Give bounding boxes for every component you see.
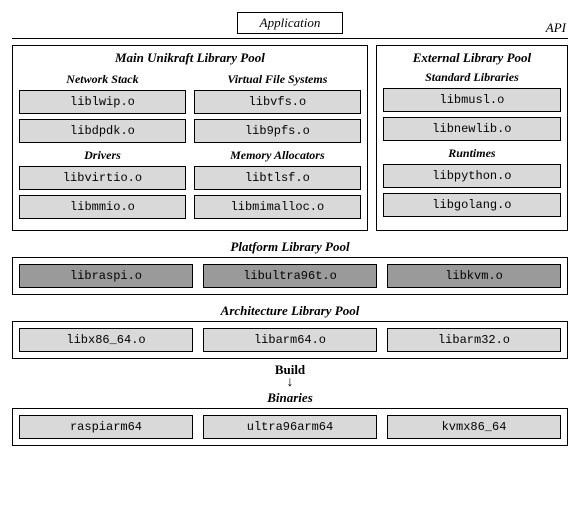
main-pool-title: Main Unikraft Library Pool <box>19 50 361 66</box>
library-item: lib9pfs.o <box>194 119 361 143</box>
library-item: libultra96t.o <box>203 264 377 288</box>
library-item: libx86_64.o <box>19 328 193 352</box>
binaries-title: Binaries <box>12 390 568 406</box>
library-item: libpython.o <box>383 164 561 188</box>
library-item: libraspi.o <box>19 264 193 288</box>
binary-item: raspiarm64 <box>19 415 193 439</box>
library-item: libvfs.o <box>194 90 361 114</box>
platform-pool-section: Platform Library Pool libraspi.o libultr… <box>12 239 568 295</box>
library-item: libarm32.o <box>387 328 561 352</box>
category-title: Runtimes <box>383 146 561 161</box>
binary-item: ultra96arm64 <box>203 415 377 439</box>
architecture-pool-section: Architecture Library Pool libx86_64.o li… <box>12 303 568 359</box>
pools-row: Main Unikraft Library Pool Network Stack… <box>12 45 568 231</box>
external-library-pool: External Library Pool Standard Libraries… <box>376 45 568 231</box>
library-item: libmusl.o <box>383 88 561 112</box>
binaries-box: raspiarm64 ultra96arm64 kvmx86_64 <box>12 408 568 446</box>
api-label: API <box>546 20 566 36</box>
library-item: libvirtio.o <box>19 166 186 190</box>
down-arrow-icon: ↓ <box>12 377 568 388</box>
library-item: libnewlib.o <box>383 117 561 141</box>
application-box: Application <box>237 12 344 34</box>
platform-pool-title: Platform Library Pool <box>12 239 568 255</box>
category-title: Drivers <box>19 148 186 163</box>
platform-pool-box: libraspi.o libultra96t.o libkvm.o <box>12 257 568 295</box>
build-arrow-section: Build ↓ <box>12 363 568 388</box>
main-library-pool: Main Unikraft Library Pool Network Stack… <box>12 45 368 231</box>
library-item: libmmio.o <box>19 195 186 219</box>
library-item: liblwip.o <box>19 90 186 114</box>
library-item: libmimalloc.o <box>194 195 361 219</box>
architecture-pool-box: libx86_64.o libarm64.o libarm32.o <box>12 321 568 359</box>
library-item: libgolang.o <box>383 193 561 217</box>
binary-item: kvmx86_64 <box>387 415 561 439</box>
library-item: libarm64.o <box>203 328 377 352</box>
library-item: libkvm.o <box>387 264 561 288</box>
architecture-pool-title: Architecture Library Pool <box>12 303 568 319</box>
library-item: libdpdk.o <box>19 119 186 143</box>
category-title: Virtual File Systems <box>194 72 361 87</box>
category-title: Network Stack <box>19 72 186 87</box>
main-pool-col-right: Virtual File Systems libvfs.o lib9pfs.o … <box>194 70 361 224</box>
header-row: Application API <box>12 8 568 34</box>
category-title: Standard Libraries <box>383 70 561 85</box>
api-divider <box>12 38 568 39</box>
binaries-section: Binaries raspiarm64 ultra96arm64 kvmx86_… <box>12 390 568 446</box>
category-title: Memory Allocators <box>194 148 361 163</box>
ext-pool-title: External Library Pool <box>383 50 561 66</box>
main-pool-col-left: Network Stack liblwip.o libdpdk.o Driver… <box>19 70 186 224</box>
library-item: libtlsf.o <box>194 166 361 190</box>
